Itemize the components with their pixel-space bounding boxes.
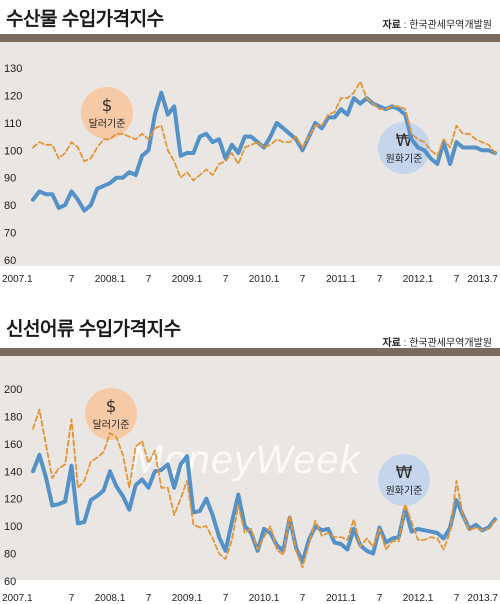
chart1-source-value: 한국관세무역개발원 bbox=[409, 20, 492, 31]
chart2-y-tick-label: 140 bbox=[4, 466, 22, 478]
chart1-y-tick-label: 80 bbox=[4, 200, 16, 212]
chart2-y-tick-label: 180 bbox=[4, 411, 22, 423]
chart2-annotation-circle bbox=[85, 388, 137, 440]
chart2-x-tick-label: 7 bbox=[454, 593, 460, 604]
chart2-annotation-symbol: ₩ bbox=[396, 463, 413, 483]
chart2-x-tick-label: 2007.1 bbox=[2, 593, 33, 604]
chart1-annotation-circle bbox=[81, 87, 133, 139]
chart1-annotation-symbol: ₩ bbox=[396, 131, 413, 151]
chart1-x-tick-label: 7 bbox=[454, 274, 460, 285]
chart1-x-tick-label: 2011.1 bbox=[326, 274, 356, 285]
chart1-x-tick-label: 7 bbox=[69, 274, 75, 285]
chart2-series-usd bbox=[32, 408, 496, 569]
chart1-annotation-usd: $ 달러기준 bbox=[81, 87, 133, 139]
chart2-annotation-krw: ₩ 원화기준 bbox=[378, 454, 430, 506]
chart2-x-tick-label: 7 bbox=[69, 593, 75, 604]
chart2-y-tick-label: 100 bbox=[4, 521, 22, 533]
chart2-x-tick-label: 2010.1 bbox=[249, 593, 280, 604]
chart2-header-band bbox=[0, 348, 500, 356]
chart2-title: 신선어류 수입가격지수 bbox=[6, 319, 181, 340]
chart2-source-value: 한국관세무역개발원 bbox=[409, 338, 492, 349]
chart1-x-tick-label: 2013.7 bbox=[467, 274, 498, 285]
chart1-annotation-krw: ₩ 원화기준 bbox=[378, 122, 430, 174]
chart1-annotation-symbol: $ bbox=[102, 96, 113, 116]
chart2-source-label: 자료 bbox=[382, 338, 401, 349]
chart1-x-tick-label: 7 bbox=[377, 274, 383, 285]
chart2-annotation-symbol: $ bbox=[106, 397, 117, 417]
chart1-x-tick-label: 2007.1 bbox=[2, 274, 33, 285]
chart1-annotation-circle bbox=[378, 122, 430, 174]
watermark-logo: MoneyWeek bbox=[130, 438, 361, 482]
chart1-annotation-label: 달러기준 bbox=[89, 118, 126, 130]
chart1-y-tick-label: 100 bbox=[4, 145, 22, 157]
chart1-x-tick-label: 7 bbox=[300, 274, 306, 285]
chart1-y-tick-label: 70 bbox=[4, 228, 16, 240]
chart1-x-tick-label: 2008.1 bbox=[95, 274, 126, 285]
chart2-series-krw bbox=[31, 452, 497, 564]
chart1-y-tick-label: 90 bbox=[4, 173, 16, 185]
chart2-x-tick-label: 7 bbox=[146, 593, 152, 604]
chart2-y-tick-label: 60 bbox=[4, 576, 16, 588]
chart1-x-tick-label: 2012.1 bbox=[403, 274, 434, 285]
chart1-source-label: 자료 bbox=[382, 20, 401, 31]
chart1-x-tick-label: 2010.1 bbox=[249, 274, 280, 285]
chart1-title: 수산물 수입가격지수 bbox=[6, 9, 164, 30]
chart2-y-tick-label: 120 bbox=[4, 494, 22, 506]
chart2-y-tick-label: 200 bbox=[4, 384, 22, 396]
chart1-y-tick-label: 120 bbox=[4, 90, 22, 102]
chart1-svg: $ 달러기준 ₩ 원화기준 60 70 80 90 100 110 120 130 2007.1 7 200… bbox=[2, 63, 498, 285]
chart1-x-tick-label: 7 bbox=[146, 274, 152, 285]
chart1-y-tick-label: 130 bbox=[4, 63, 22, 75]
chart2-x-tick-label: 2012.1 bbox=[403, 593, 434, 604]
chart1-y-tick-label: 60 bbox=[4, 255, 16, 267]
chart1-annotation-label: 원화기준 bbox=[386, 153, 423, 165]
chart2-x-tick-label: 2013.7 bbox=[467, 593, 498, 604]
chart2-x-tick-label: 7 bbox=[377, 593, 383, 604]
chart2-y-tick-label: 80 bbox=[4, 549, 16, 561]
chart2-x-tick-label: 2009.1 bbox=[172, 593, 203, 604]
chart2-x-tick-label: 2011.1 bbox=[326, 593, 356, 604]
chart1-x-tick-label: 2009.1 bbox=[172, 274, 203, 285]
chart2-x-tick-label: 7 bbox=[223, 593, 229, 604]
chart2-annotation-label: 원화기준 bbox=[386, 485, 423, 497]
chart1-series-krw bbox=[31, 90, 497, 213]
chart1-x-tick-label: 7 bbox=[223, 274, 229, 285]
chart2-x-tick-label: 7 bbox=[300, 593, 306, 604]
chart1-y-tick-label: 110 bbox=[4, 118, 22, 130]
chart1-header-band bbox=[0, 34, 500, 42]
chart2-annotation-usd: $ 달러기준 bbox=[85, 388, 137, 440]
chart2-y-tick-label: 160 bbox=[4, 439, 22, 451]
chart2-source: 자료 : 한국관세무역개발원 bbox=[382, 338, 492, 349]
chart2-annotation-circle bbox=[378, 454, 430, 506]
chart2-x-tick-label: 2008.1 bbox=[95, 593, 126, 604]
chart2-annotation-label: 달러기준 bbox=[93, 419, 130, 431]
chart1-source: 자료 : 한국관세무역개발원 bbox=[382, 20, 492, 31]
